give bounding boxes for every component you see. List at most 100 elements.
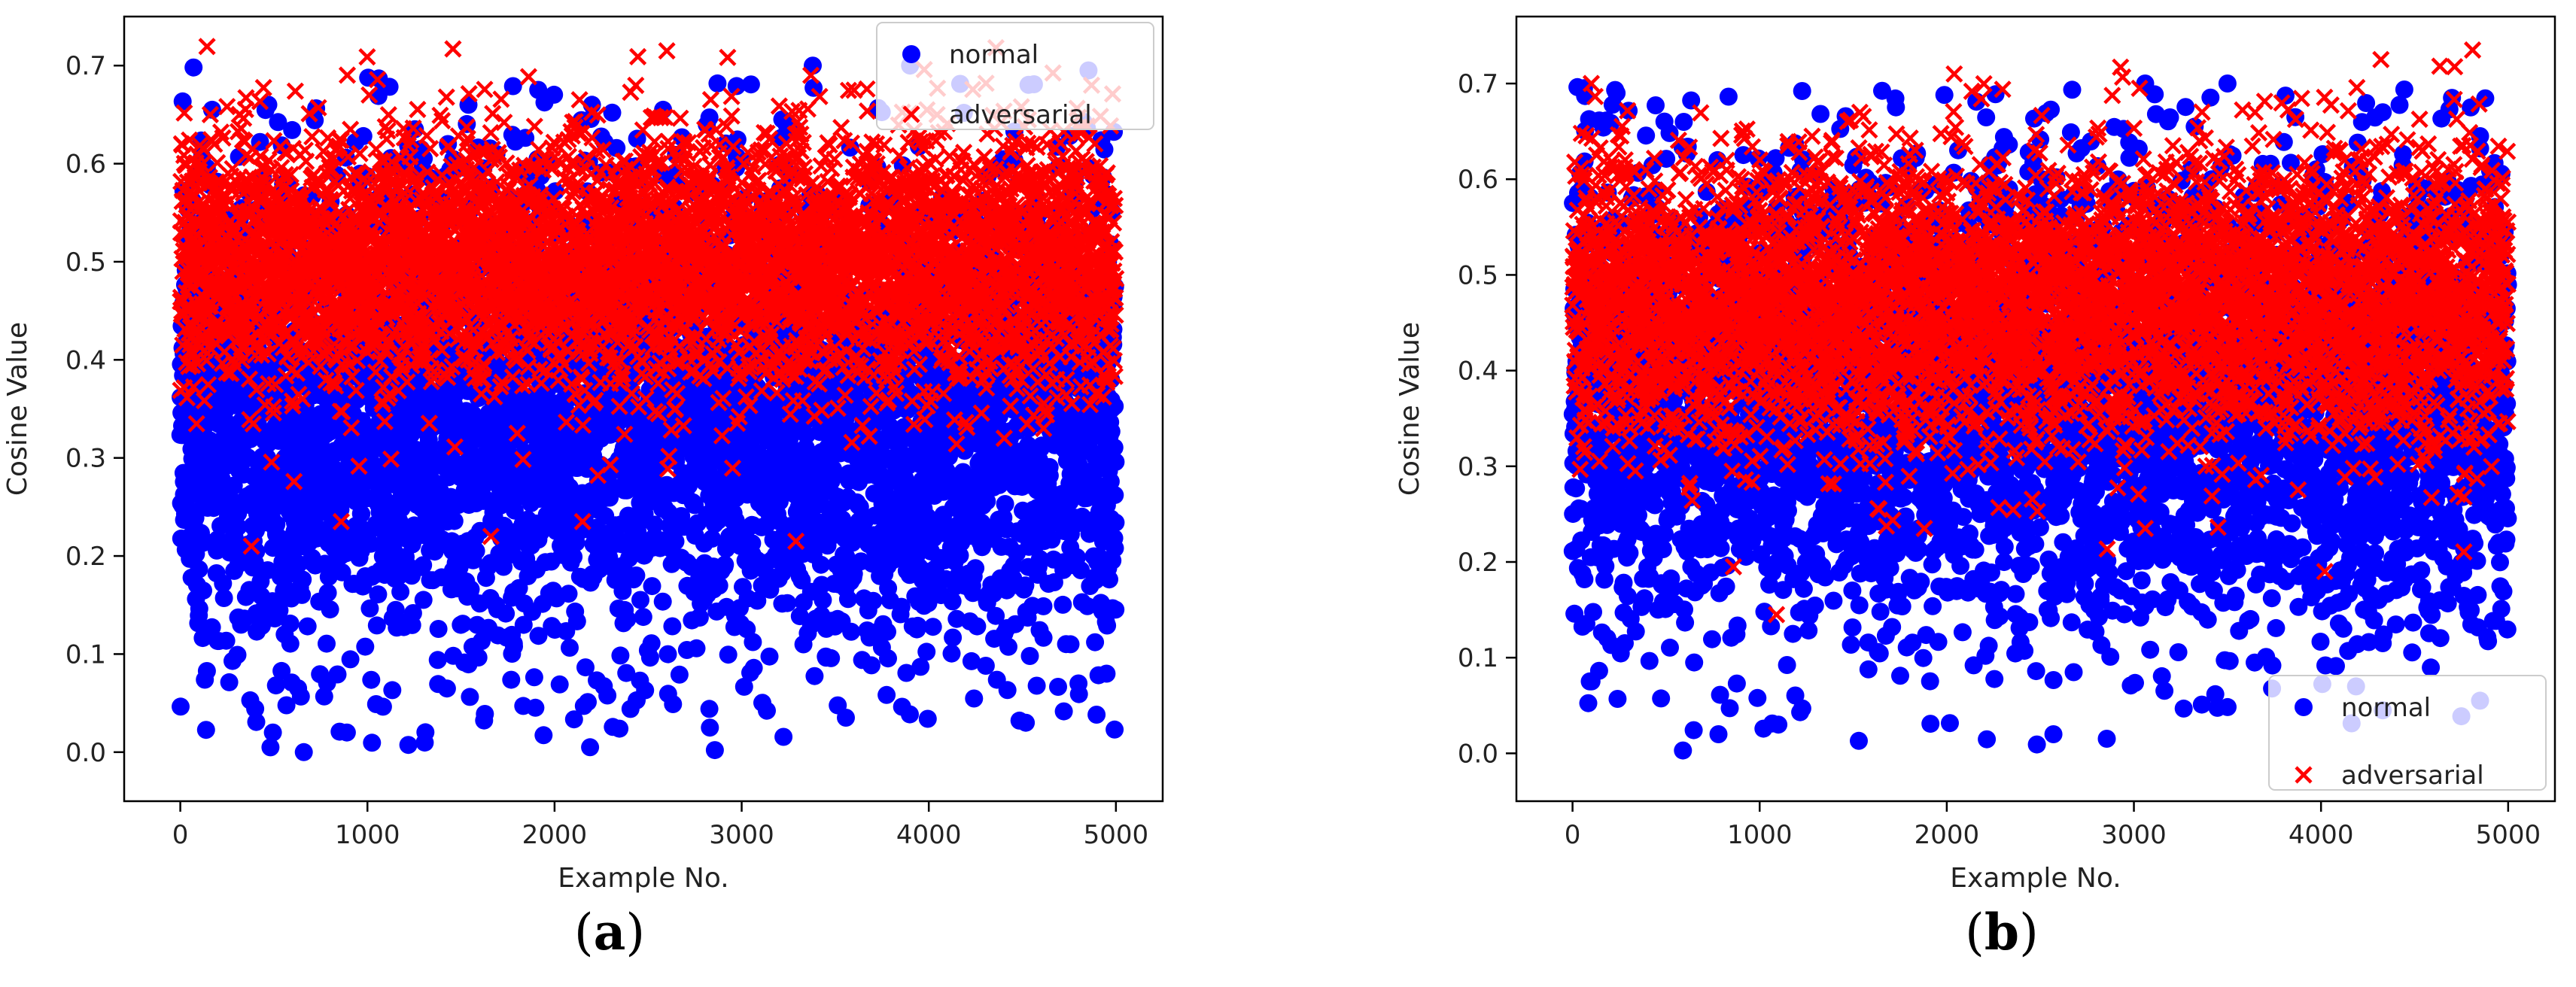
chart-panel-a: 0 1000 2000 3000 4000 50000.00.10.20.30.40.50… <box>2 15 1164 961</box>
point-normal <box>1100 570 1118 589</box>
point-normal <box>416 723 435 742</box>
point-normal <box>214 589 233 607</box>
point-normal <box>281 614 300 633</box>
point-normal <box>534 726 553 745</box>
point-normal <box>999 637 1017 656</box>
point-normal <box>1087 706 1106 724</box>
point-normal <box>670 665 689 684</box>
point-normal <box>172 697 190 716</box>
point-normal <box>879 649 897 668</box>
point-normal <box>190 560 208 579</box>
point-normal <box>190 600 208 618</box>
point-normal <box>525 668 543 687</box>
point-normal <box>778 594 797 612</box>
point-normal <box>744 658 763 677</box>
point-normal <box>363 733 382 752</box>
point-normal <box>1040 466 1059 485</box>
point-normal <box>269 113 287 132</box>
point-normal <box>664 695 683 713</box>
point-normal <box>399 736 418 755</box>
point-normal <box>687 639 706 657</box>
point-normal <box>214 574 233 593</box>
point-normal <box>1086 633 1105 651</box>
point-normal <box>184 58 203 77</box>
point-normal <box>627 566 646 585</box>
point-normal <box>1034 597 1053 615</box>
point-normal <box>220 673 239 691</box>
point-normal <box>636 681 655 700</box>
point-normal <box>1054 595 1072 614</box>
point-normal <box>1095 140 1114 159</box>
point-normal <box>261 738 280 757</box>
point-normal <box>631 591 649 609</box>
point-normal <box>369 585 388 604</box>
point-normal <box>356 637 375 656</box>
point-normal <box>526 698 545 717</box>
point-normal <box>811 555 830 574</box>
point-normal <box>805 667 824 685</box>
point-normal <box>610 719 629 738</box>
point-normal <box>259 96 278 114</box>
point-normal <box>642 634 661 653</box>
point-normal <box>842 622 861 641</box>
point-normal <box>277 696 296 715</box>
point-normal <box>559 585 578 603</box>
point-normal <box>579 693 597 712</box>
point-normal <box>469 648 488 667</box>
point-normal <box>658 645 677 664</box>
point-normal <box>1049 678 1067 696</box>
point-normal <box>1106 539 1124 557</box>
point-normal <box>458 114 476 133</box>
point-normal <box>318 634 336 653</box>
point-normal <box>367 616 386 635</box>
point-normal <box>197 662 216 680</box>
point-normal <box>1020 647 1039 665</box>
point-normal <box>373 697 392 716</box>
point-normal <box>1054 702 1073 721</box>
point-normal <box>998 681 1017 700</box>
point-normal <box>267 515 286 533</box>
point-normal <box>864 591 883 610</box>
point-normal <box>497 604 516 623</box>
point-normal <box>352 505 371 524</box>
point-normal <box>705 741 724 760</box>
point-normal <box>634 608 652 627</box>
point-normal <box>567 612 586 630</box>
point-normal <box>229 518 248 536</box>
point-normal <box>333 563 351 582</box>
point-normal <box>283 120 302 139</box>
point-normal <box>246 700 265 718</box>
point-normal <box>611 646 630 665</box>
point-normal <box>341 650 360 669</box>
point-normal <box>217 631 236 650</box>
point-normal <box>291 687 310 706</box>
point-normal <box>774 727 793 746</box>
point-normal <box>716 555 734 574</box>
point-normal <box>196 721 215 739</box>
point-normal <box>719 645 738 664</box>
point-normal <box>202 618 221 636</box>
point-normal <box>643 577 661 596</box>
point-normal <box>429 620 448 638</box>
point-normal <box>362 670 381 689</box>
point-normal <box>414 591 433 609</box>
point-normal <box>476 705 494 723</box>
point-normal <box>700 700 719 718</box>
point-normal <box>321 600 339 619</box>
point-normal <box>194 582 212 600</box>
point-normal <box>247 712 266 731</box>
point-normal <box>263 723 282 742</box>
point-normal <box>822 648 841 667</box>
point-normal <box>598 686 617 705</box>
point-normal <box>328 665 347 684</box>
point-normal <box>315 687 333 706</box>
point-normal <box>1017 713 1036 732</box>
point-normal <box>1106 720 1124 739</box>
point-normal <box>461 688 479 706</box>
point-normal <box>298 617 317 636</box>
point-normal <box>1034 628 1053 647</box>
point-normal <box>467 542 485 560</box>
point-normal <box>837 709 855 727</box>
point-normal <box>618 610 637 629</box>
